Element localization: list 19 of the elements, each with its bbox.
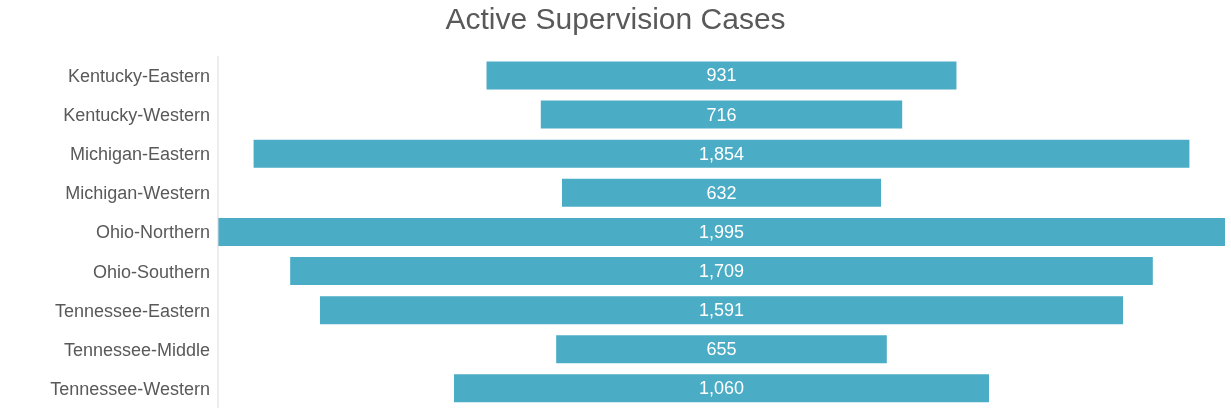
data-label: 1,591 — [698, 300, 745, 321]
category-label: Ohio-Southern — [92, 261, 210, 282]
category-label: Kentucky-Eastern — [67, 65, 210, 86]
data-label: 1,854 — [698, 143, 745, 164]
data-label: 1,709 — [698, 261, 745, 282]
data-label: 931 — [706, 65, 737, 86]
data-label: 1,060 — [698, 378, 745, 399]
category-label: Michigan-Western — [65, 183, 210, 204]
data-label: 632 — [706, 182, 737, 203]
category-label: Tennessee-Eastern — [54, 300, 210, 321]
data-label: 716 — [706, 104, 737, 125]
data-label: 655 — [706, 339, 737, 360]
category-label: Ohio-Northern — [95, 222, 210, 243]
category-label: Tennessee-Western — [50, 378, 210, 399]
data-label: 1,995 — [698, 221, 745, 242]
category-label: Tennessee-Middle — [63, 339, 210, 360]
category-label: Kentucky-Western — [63, 105, 210, 126]
text: Active Supervision Cases — [444, 2, 787, 36]
category-label: Michigan-Eastern — [69, 144, 210, 165]
